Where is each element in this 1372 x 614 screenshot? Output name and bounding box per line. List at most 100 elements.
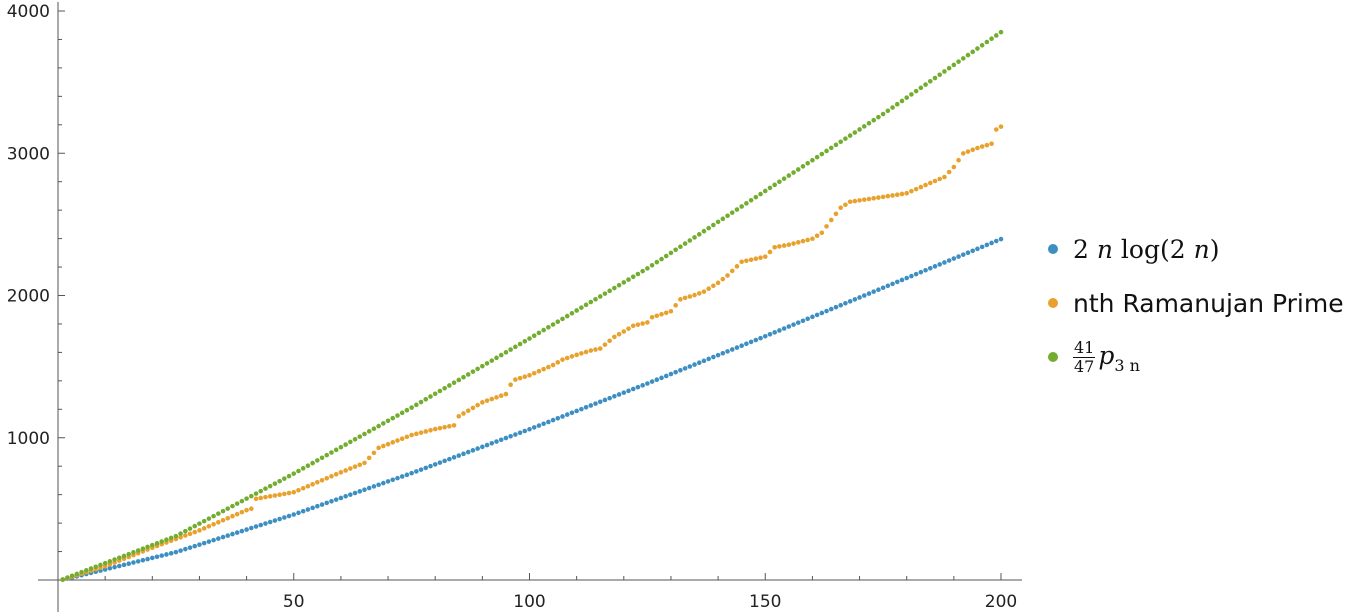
data-point: [673, 369, 678, 375]
data-point: [234, 501, 240, 506]
data-point: [522, 428, 528, 434]
data-point: [348, 492, 353, 497]
data-point: [263, 494, 268, 500]
data-point: [409, 405, 414, 410]
data-point: [338, 470, 344, 475]
data-point: [277, 478, 282, 484]
data-point: [414, 431, 419, 437]
data-point: [602, 397, 608, 403]
data-point: [352, 464, 358, 469]
data-point: [583, 404, 589, 410]
data-point: [550, 417, 556, 423]
data-point: [819, 151, 825, 157]
data-point: [687, 238, 693, 243]
data-point: [927, 79, 933, 84]
y-tick-label: 2000: [7, 287, 50, 307]
data-point: [635, 271, 641, 277]
data-point: [494, 355, 499, 361]
series-1-points: [60, 124, 1004, 583]
data-point: [579, 406, 584, 412]
legend-item-2n-log2n[interactable]: 2 n log(2 n): [1040, 222, 1344, 276]
data-point: [904, 190, 909, 196]
data-point: [536, 368, 542, 374]
data-point: [513, 344, 518, 350]
data-point: [645, 266, 650, 271]
data-point: [861, 124, 867, 129]
data-point: [588, 403, 594, 408]
data-point: [310, 505, 315, 511]
data-point: [211, 537, 216, 543]
data-point: [503, 435, 509, 441]
data-point: [560, 414, 565, 419]
data-point: [663, 310, 669, 316]
data-point: [678, 244, 683, 249]
data-point: [494, 395, 499, 400]
data-point: [319, 477, 325, 483]
data-point: [465, 449, 471, 455]
data-point: [800, 318, 806, 324]
data-point: [663, 253, 669, 259]
data-point: [183, 528, 188, 534]
data-point: [847, 199, 853, 205]
data-point: [371, 484, 377, 489]
data-point: [866, 291, 872, 296]
data-point: [560, 357, 565, 362]
data-point: [621, 329, 627, 334]
data-point: [871, 117, 876, 123]
data-point: [324, 475, 330, 481]
data-point: [993, 127, 999, 132]
data-point: [659, 375, 664, 381]
data-point: [890, 193, 895, 198]
data-point: [263, 486, 268, 491]
data-point: [277, 516, 282, 522]
data-point: [762, 254, 768, 259]
data-point: [498, 437, 504, 443]
data-point: [489, 358, 495, 363]
data-point: [60, 577, 66, 582]
data-point: [267, 483, 273, 489]
data-point: [527, 373, 532, 378]
data-point: [267, 519, 273, 525]
x-tick-label: 200: [985, 592, 1017, 612]
data-point: [418, 430, 424, 435]
data-point: [404, 472, 410, 478]
data-point: [692, 292, 697, 298]
data-point: [296, 487, 301, 493]
data-point: [847, 299, 853, 304]
data-point: [767, 185, 773, 191]
data-point: [626, 277, 631, 282]
data-point: [428, 463, 433, 469]
data-point: [69, 573, 75, 579]
data-point: [423, 429, 429, 434]
data-point: [626, 388, 631, 394]
data-point: [399, 436, 405, 442]
data-point: [470, 369, 476, 374]
data-point: [772, 330, 777, 335]
data-point: [178, 535, 183, 540]
legend-item-ramanujan[interactable]: nth Ramanujan Prime: [1040, 276, 1344, 330]
data-point: [673, 247, 678, 253]
data-point: [975, 145, 980, 151]
data-point: [927, 180, 933, 186]
data-point: [362, 487, 367, 493]
data-point: [805, 316, 810, 322]
data-point: [536, 423, 542, 428]
data-point: [173, 549, 179, 555]
data-point: [786, 242, 792, 248]
data-point: [729, 268, 735, 274]
data-point: [253, 496, 259, 502]
data-point: [555, 360, 561, 365]
data-point: [352, 436, 358, 442]
data-point: [880, 111, 886, 117]
data-point: [98, 562, 103, 568]
legend-item-prime-fraction[interactable]: 41 47 p3 n: [1040, 330, 1344, 384]
data-point: [857, 295, 862, 300]
data-point: [135, 548, 141, 553]
data-point: [338, 444, 344, 450]
data-point: [932, 264, 938, 269]
data-point: [159, 553, 165, 558]
data-point: [249, 493, 254, 499]
data-point: [951, 62, 957, 68]
data-point: [970, 147, 976, 153]
data-point: [602, 342, 608, 347]
